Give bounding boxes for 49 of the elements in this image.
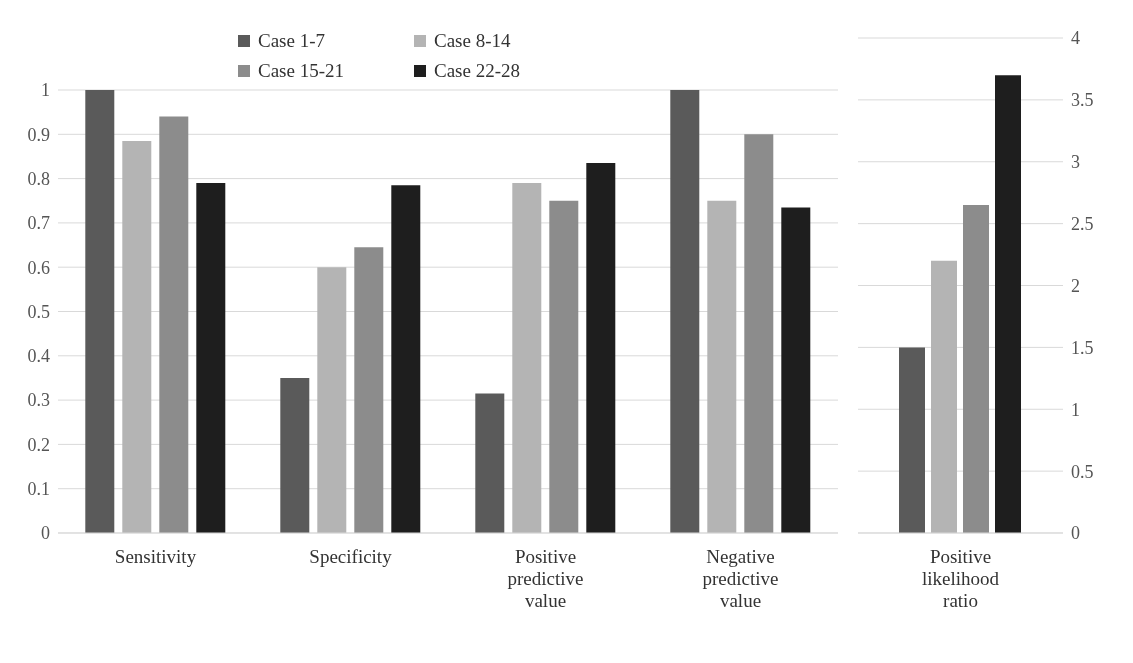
y-tick-label: 0.9 [27,124,50,145]
bar [995,75,1021,533]
bar [549,200,579,533]
y-tick-label: 0.2 [27,434,50,455]
y-tick-label: 0.8 [27,168,50,189]
y2-tick-label: 1 [1071,399,1080,420]
bar [391,185,421,533]
y-tick-label: 0.7 [27,213,50,234]
legend-label: Case 15-21 [258,60,345,82]
bar [512,183,542,533]
x-tick-label: Positive predictive value [507,546,584,611]
legend-label: Case 22-28 [434,60,521,82]
y2-tick-label: 0 [1071,523,1080,544]
y2-tick-label: 0.5 [1071,461,1094,482]
y-tick-label: 0 [41,523,50,544]
bar [122,140,152,533]
bar [159,116,189,533]
bar [196,183,226,533]
legend-label: Case 1-7 [258,30,326,52]
bar [963,205,989,533]
bar [931,260,957,533]
y-tick-label: 0.4 [27,346,50,367]
y-tick-label: 0.1 [27,479,50,500]
y2-tick-label: 1.5 [1071,337,1094,358]
bar [899,347,925,533]
legend-label: Case 8-14 [434,30,511,52]
y2-tick-label: 4 [1071,28,1080,49]
bar [781,207,811,533]
y2-tick-label: 2.5 [1071,214,1094,235]
x-tick-label: Sensitivity [114,546,197,567]
x-tick-label: Positive likelihood ratio [921,546,1000,611]
y-tick-label: 0.6 [27,257,50,278]
bar [744,134,774,533]
y-tick-label: 1 [41,80,50,101]
y-tick-label: 0.5 [27,301,50,322]
y-tick-label: 0.3 [27,390,50,411]
bar [280,377,310,533]
bar [354,247,384,533]
x-tick-label: Negative predictive value [702,546,779,611]
bar [670,90,700,533]
bar [586,163,616,533]
bar [85,90,115,533]
y2-tick-label: 3 [1071,152,1080,173]
y2-tick-label: 2 [1071,275,1080,296]
x-tick-label: Specificity [309,546,393,567]
bar [317,267,347,533]
bar [707,200,737,533]
bar [475,393,505,533]
y2-tick-label: 3.5 [1071,90,1094,111]
